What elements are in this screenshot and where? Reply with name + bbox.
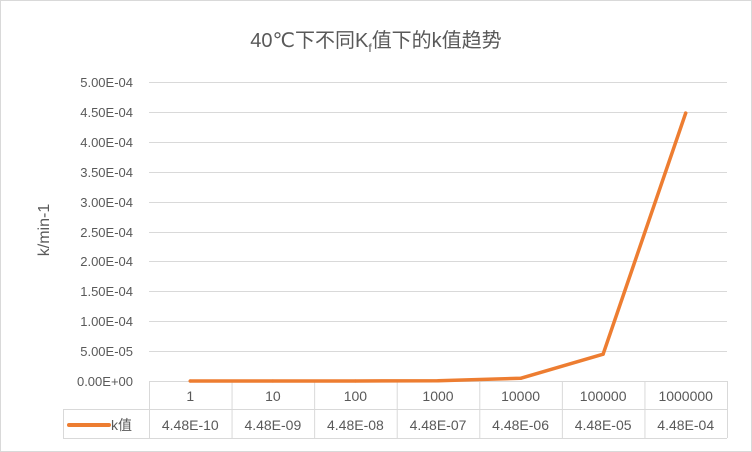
series-lines [188,111,688,383]
table-value-cell: 4.48E-06 [492,417,549,433]
data-point [353,379,358,383]
y-axis-label: k/min-1 [36,204,53,257]
data-point [684,111,688,115]
table-value-cell: 4.48E-05 [575,417,632,433]
table-value-cell: 4.48E-08 [327,417,384,433]
x-category-label: 100000 [580,388,627,404]
x-category-label: 10000 [501,388,540,404]
table-value-cell: 4.48E-07 [410,417,467,433]
series-line [188,111,688,383]
table-value-cell: 4.48E-09 [244,417,301,433]
data-point [436,379,440,383]
x-category-label: 1000000 [658,388,713,404]
data-point [271,379,275,383]
chart-title-suffix: 值下的k值趋势 [372,29,502,52]
gridlines [149,82,727,352]
y-tick-label: 1.00E-04 [80,314,133,329]
x-category-label: 1 [186,388,194,404]
y-tick-label: 4.50E-04 [80,105,133,120]
x-category-label: 10 [265,388,281,404]
y-tick-labels: 0.00E+00 5.00E-05 1.00E-04 1.50E-04 2.00E-04… [77,75,133,389]
data-point [601,352,605,356]
data-point [518,376,523,380]
data-point [188,379,192,383]
y-tick-label: 5.00E-05 [80,344,133,359]
data-table: 1 10 100 1000 10000 100000 1000000 k值 4.48E-10 4.… [63,381,728,439]
chart-title-prefix: 40℃下不同K [250,30,369,52]
y-tick-label: 4.00E-04 [80,135,133,150]
y-tick-label: 2.50E-04 [80,225,133,240]
x-category-label: 1000 [422,388,453,404]
y-tick-label: 5.00E-04 [80,75,133,90]
legend-series-name: k值 [111,417,132,433]
table-value-cell: 4.48E-04 [657,417,714,433]
y-tick-label: 3.50E-04 [80,165,133,180]
y-tick-label: 2.00E-04 [80,254,133,269]
table-value-cell: 4.48E-10 [162,417,219,433]
y-tick-label: 0.00E+00 [77,374,133,389]
y-tick-label: 1.50E-04 [80,284,133,299]
x-category-label: 100 [344,388,368,404]
chart-title-subscript: f [368,41,372,55]
chart-title: 40℃下不同Kf值下的k值趋势 [250,29,501,55]
y-tick-label: 3.00E-04 [80,195,133,210]
